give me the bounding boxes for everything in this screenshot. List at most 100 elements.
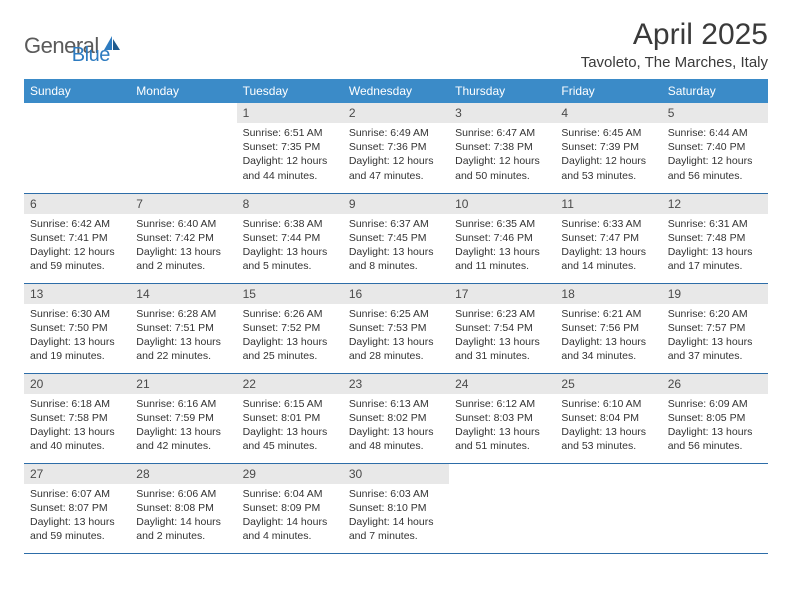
day-number: 12	[662, 194, 768, 214]
calendar-day-cell: 12Sunrise: 6:31 AMSunset: 7:48 PMDayligh…	[662, 193, 768, 283]
title-block: April 2025 Tavoleto, The Marches, Italy	[581, 18, 768, 71]
day-detail-text: Sunrise: 6:35 AMSunset: 7:46 PMDaylight:…	[449, 214, 555, 278]
day-detail-text: Sunrise: 6:16 AMSunset: 7:59 PMDaylight:…	[130, 394, 236, 458]
day-number: 27	[24, 464, 130, 484]
weekday-header: Monday	[130, 79, 236, 103]
day-number: 29	[237, 464, 343, 484]
day-detail-text: Sunrise: 6:30 AMSunset: 7:50 PMDaylight:…	[24, 304, 130, 368]
day-number: 7	[130, 194, 236, 214]
calendar-day-cell: 25Sunrise: 6:10 AMSunset: 8:04 PMDayligh…	[555, 373, 661, 463]
calendar-day-cell: 24Sunrise: 6:12 AMSunset: 8:03 PMDayligh…	[449, 373, 555, 463]
day-number: 5	[662, 103, 768, 123]
day-number: 21	[130, 374, 236, 394]
day-number: 8	[237, 194, 343, 214]
day-number: 3	[449, 103, 555, 123]
calendar-day-cell: 3Sunrise: 6:47 AMSunset: 7:38 PMDaylight…	[449, 103, 555, 193]
calendar-day-cell: 28Sunrise: 6:06 AMSunset: 8:08 PMDayligh…	[130, 463, 236, 553]
day-detail-text: Sunrise: 6:40 AMSunset: 7:42 PMDaylight:…	[130, 214, 236, 278]
day-detail-text: Sunrise: 6:28 AMSunset: 7:51 PMDaylight:…	[130, 304, 236, 368]
day-detail-text: Sunrise: 6:38 AMSunset: 7:44 PMDaylight:…	[237, 214, 343, 278]
calendar-day-cell: 14Sunrise: 6:28 AMSunset: 7:51 PMDayligh…	[130, 283, 236, 373]
day-detail-text: Sunrise: 6:45 AMSunset: 7:39 PMDaylight:…	[555, 123, 661, 187]
day-detail-text: Sunrise: 6:26 AMSunset: 7:52 PMDaylight:…	[237, 304, 343, 368]
calendar-day-cell: 16Sunrise: 6:25 AMSunset: 7:53 PMDayligh…	[343, 283, 449, 373]
day-number: 6	[24, 194, 130, 214]
day-detail-text: Sunrise: 6:21 AMSunset: 7:56 PMDaylight:…	[555, 304, 661, 368]
day-number: 22	[237, 374, 343, 394]
day-number: 20	[24, 374, 130, 394]
calendar-day-cell: 27Sunrise: 6:07 AMSunset: 8:07 PMDayligh…	[24, 463, 130, 553]
calendar-day-cell: 19Sunrise: 6:20 AMSunset: 7:57 PMDayligh…	[662, 283, 768, 373]
day-number: 2	[343, 103, 449, 123]
logo-text-part2: Blue	[72, 44, 110, 67]
day-detail-text: Sunrise: 6:18 AMSunset: 7:58 PMDaylight:…	[24, 394, 130, 458]
day-detail-text: Sunrise: 6:20 AMSunset: 7:57 PMDaylight:…	[662, 304, 768, 368]
day-number: 16	[343, 284, 449, 304]
calendar-week-row: 13Sunrise: 6:30 AMSunset: 7:50 PMDayligh…	[24, 283, 768, 373]
day-number: 10	[449, 194, 555, 214]
weekday-header: Saturday	[662, 79, 768, 103]
day-detail-text: Sunrise: 6:23 AMSunset: 7:54 PMDaylight:…	[449, 304, 555, 368]
calendar-day-cell: 29Sunrise: 6:04 AMSunset: 8:09 PMDayligh…	[237, 463, 343, 553]
weekday-header: Thursday	[449, 79, 555, 103]
day-detail-text: Sunrise: 6:44 AMSunset: 7:40 PMDaylight:…	[662, 123, 768, 187]
calendar-day-cell: ..	[24, 103, 130, 193]
calendar-day-cell: 20Sunrise: 6:18 AMSunset: 7:58 PMDayligh…	[24, 373, 130, 463]
weekday-header: Tuesday	[237, 79, 343, 103]
weekday-header: Sunday	[24, 79, 130, 103]
calendar-day-cell: ..	[130, 103, 236, 193]
day-number: 23	[343, 374, 449, 394]
day-number: 19	[662, 284, 768, 304]
day-detail-text: Sunrise: 6:25 AMSunset: 7:53 PMDaylight:…	[343, 304, 449, 368]
day-detail-text: Sunrise: 6:06 AMSunset: 8:08 PMDaylight:…	[130, 484, 236, 548]
calendar-day-cell: 8Sunrise: 6:38 AMSunset: 7:44 PMDaylight…	[237, 193, 343, 283]
day-number: 24	[449, 374, 555, 394]
day-detail-text: Sunrise: 6:51 AMSunset: 7:35 PMDaylight:…	[237, 123, 343, 187]
calendar-day-cell: ..	[555, 463, 661, 553]
location-text: Tavoleto, The Marches, Italy	[581, 54, 768, 71]
calendar-day-cell: ..	[449, 463, 555, 553]
weekday-header-row: SundayMondayTuesdayWednesdayThursdayFrid…	[24, 79, 768, 103]
day-number: 9	[343, 194, 449, 214]
calendar-week-row: 27Sunrise: 6:07 AMSunset: 8:07 PMDayligh…	[24, 463, 768, 553]
day-detail-text: Sunrise: 6:49 AMSunset: 7:36 PMDaylight:…	[343, 123, 449, 187]
calendar-day-cell: 15Sunrise: 6:26 AMSunset: 7:52 PMDayligh…	[237, 283, 343, 373]
day-number: 28	[130, 464, 236, 484]
page-header: General Blue April 2025 Tavoleto, The Ma…	[24, 18, 768, 71]
calendar-day-cell: 13Sunrise: 6:30 AMSunset: 7:50 PMDayligh…	[24, 283, 130, 373]
day-number: 14	[130, 284, 236, 304]
day-detail-text: Sunrise: 6:12 AMSunset: 8:03 PMDaylight:…	[449, 394, 555, 458]
calendar-day-cell: 11Sunrise: 6:33 AMSunset: 7:47 PMDayligh…	[555, 193, 661, 283]
calendar-day-cell: 22Sunrise: 6:15 AMSunset: 8:01 PMDayligh…	[237, 373, 343, 463]
weekday-header: Wednesday	[343, 79, 449, 103]
calendar-day-cell: 30Sunrise: 6:03 AMSunset: 8:10 PMDayligh…	[343, 463, 449, 553]
day-detail-text: Sunrise: 6:37 AMSunset: 7:45 PMDaylight:…	[343, 214, 449, 278]
day-detail-text: Sunrise: 6:33 AMSunset: 7:47 PMDaylight:…	[555, 214, 661, 278]
calendar-day-cell: 26Sunrise: 6:09 AMSunset: 8:05 PMDayligh…	[662, 373, 768, 463]
day-number: 18	[555, 284, 661, 304]
day-number: 25	[555, 374, 661, 394]
calendar-day-cell: 17Sunrise: 6:23 AMSunset: 7:54 PMDayligh…	[449, 283, 555, 373]
logo: General Blue	[24, 24, 110, 67]
day-number: 15	[237, 284, 343, 304]
day-detail-text: Sunrise: 6:47 AMSunset: 7:38 PMDaylight:…	[449, 123, 555, 187]
day-number: 1	[237, 103, 343, 123]
day-detail-text: Sunrise: 6:13 AMSunset: 8:02 PMDaylight:…	[343, 394, 449, 458]
day-number: 30	[343, 464, 449, 484]
day-detail-text: Sunrise: 6:15 AMSunset: 8:01 PMDaylight:…	[237, 394, 343, 458]
calendar-day-cell: 23Sunrise: 6:13 AMSunset: 8:02 PMDayligh…	[343, 373, 449, 463]
day-number: 26	[662, 374, 768, 394]
calendar-day-cell: 7Sunrise: 6:40 AMSunset: 7:42 PMDaylight…	[130, 193, 236, 283]
calendar-week-row: 20Sunrise: 6:18 AMSunset: 7:58 PMDayligh…	[24, 373, 768, 463]
calendar-table: SundayMondayTuesdayWednesdayThursdayFrid…	[24, 79, 768, 554]
day-number: 17	[449, 284, 555, 304]
calendar-body: ....1Sunrise: 6:51 AMSunset: 7:35 PMDayl…	[24, 103, 768, 553]
day-number: 13	[24, 284, 130, 304]
day-number: 11	[555, 194, 661, 214]
calendar-day-cell: 9Sunrise: 6:37 AMSunset: 7:45 PMDaylight…	[343, 193, 449, 283]
day-detail-text: Sunrise: 6:04 AMSunset: 8:09 PMDaylight:…	[237, 484, 343, 548]
day-detail-text: Sunrise: 6:31 AMSunset: 7:48 PMDaylight:…	[662, 214, 768, 278]
calendar-day-cell: 4Sunrise: 6:45 AMSunset: 7:39 PMDaylight…	[555, 103, 661, 193]
day-detail-text: Sunrise: 6:09 AMSunset: 8:05 PMDaylight:…	[662, 394, 768, 458]
calendar-day-cell: 6Sunrise: 6:42 AMSunset: 7:41 PMDaylight…	[24, 193, 130, 283]
